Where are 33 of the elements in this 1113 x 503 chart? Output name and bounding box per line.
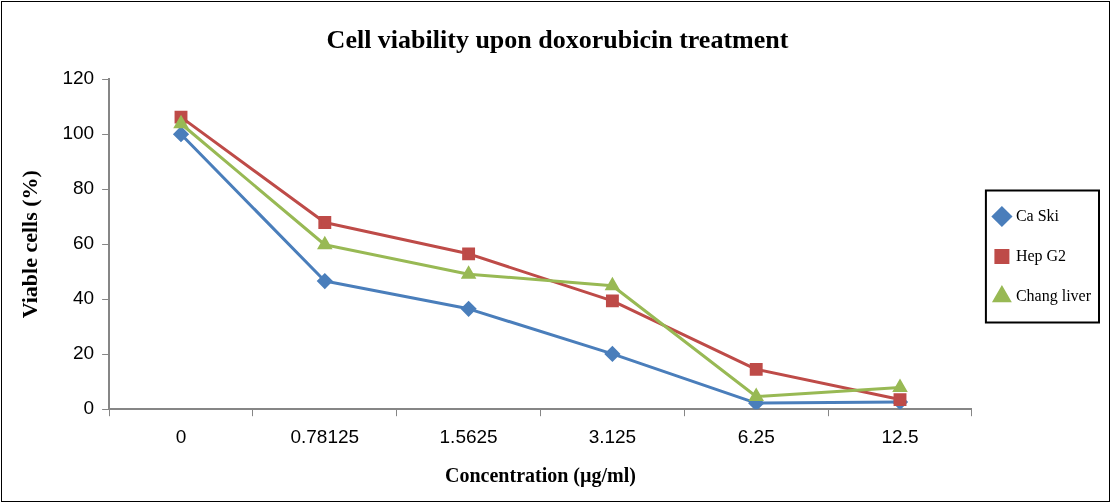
chart-title: Cell viability upon doxorubicin treatment — [326, 25, 789, 55]
point — [318, 237, 332, 250]
x-tick-label: 0.78125 — [290, 425, 360, 447]
point — [893, 379, 907, 392]
point — [604, 346, 620, 362]
legend-label: Chang liver — [1015, 286, 1092, 305]
y-tick-label: 0 — [83, 397, 95, 419]
point — [461, 301, 477, 317]
x-tick-label: 0 — [175, 425, 187, 447]
y-tick-label: 80 — [72, 177, 95, 199]
x-tick-label: 3.125 — [588, 425, 637, 447]
point — [749, 362, 763, 376]
point — [749, 389, 763, 402]
x-tick-label: 1.5625 — [439, 425, 498, 447]
legend-label: Ca Ski — [1015, 206, 1060, 224]
y-tick-label: 20 — [72, 342, 95, 364]
point — [605, 278, 620, 291]
point — [173, 126, 189, 142]
point — [605, 294, 619, 308]
y-tick-label: 60 — [72, 232, 95, 254]
point — [461, 266, 476, 279]
y-axis-title: Viable cells (%) — [16, 170, 42, 319]
point — [174, 116, 188, 129]
y-tick-label: 100 — [62, 122, 95, 144]
legend-label: Hep G2 — [1015, 246, 1067, 265]
point — [462, 247, 476, 261]
x-tick-label: 12.5 — [881, 425, 919, 447]
x-axis-title: Concentration (µg/ml) — [445, 464, 636, 488]
x-tick-label: 6.25 — [737, 425, 775, 447]
point — [318, 216, 332, 229]
y-tick-label: 40 — [72, 287, 95, 309]
y-tick-label: 120 — [62, 67, 95, 89]
point — [317, 273, 333, 289]
